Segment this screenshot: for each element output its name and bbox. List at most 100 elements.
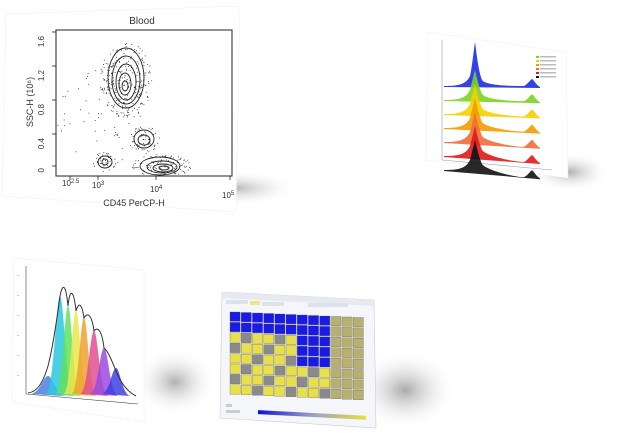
plate-well[interactable] bbox=[252, 344, 263, 354]
plate-well[interactable] bbox=[341, 337, 353, 348]
plate-well[interactable] bbox=[263, 365, 274, 376]
plate-well[interactable] bbox=[319, 326, 330, 336]
plate-well[interactable] bbox=[263, 375, 274, 386]
plate-well[interactable] bbox=[297, 377, 308, 387]
plate-well[interactable] bbox=[341, 327, 353, 337]
plate-well[interactable] bbox=[252, 364, 263, 375]
plate-well[interactable] bbox=[341, 379, 353, 389]
plate-well[interactable] bbox=[341, 358, 353, 369]
plate-well[interactable] bbox=[308, 367, 319, 378]
plate-well[interactable] bbox=[297, 366, 308, 377]
plate-well[interactable] bbox=[241, 364, 252, 375]
plate-well[interactable] bbox=[229, 322, 241, 332]
plate-well[interactable] bbox=[353, 338, 364, 348]
plate-well[interactable] bbox=[263, 334, 274, 344]
plate-well[interactable] bbox=[241, 312, 252, 323]
plate-well[interactable] bbox=[330, 378, 342, 389]
plate-well[interactable] bbox=[319, 388, 330, 399]
plate-well[interactable] bbox=[319, 347, 330, 357]
plate-well[interactable] bbox=[308, 336, 319, 346]
plate-well[interactable] bbox=[274, 386, 286, 397]
plate-well[interactable] bbox=[308, 388, 319, 398]
plate-well[interactable] bbox=[308, 325, 319, 336]
plate-well[interactable] bbox=[285, 387, 297, 397]
plate-well[interactable] bbox=[241, 333, 252, 343]
plate-well[interactable] bbox=[229, 343, 241, 353]
plate-well[interactable] bbox=[274, 376, 286, 386]
plate-well[interactable] bbox=[319, 367, 330, 378]
plate-well[interactable] bbox=[353, 358, 364, 369]
plate-well[interactable] bbox=[229, 374, 241, 384]
plate-well[interactable] bbox=[297, 335, 308, 346]
plate-well[interactable] bbox=[252, 312, 263, 323]
plate-well[interactable] bbox=[353, 327, 364, 338]
plate-well[interactable] bbox=[274, 324, 286, 334]
plate-well[interactable] bbox=[330, 368, 342, 379]
plate-well[interactable] bbox=[353, 390, 364, 400]
plate-well[interactable] bbox=[241, 343, 252, 354]
plate-well[interactable] bbox=[241, 374, 252, 385]
plate-well[interactable] bbox=[353, 379, 364, 390]
plate-well[interactable] bbox=[330, 357, 342, 368]
cell-cycle-card[interactable]: – – – – – – bbox=[8, 256, 148, 424]
histogram-overlay-card[interactable] bbox=[424, 30, 569, 180]
plate-well[interactable] bbox=[330, 347, 342, 358]
plate-well[interactable] bbox=[319, 357, 330, 368]
plate-well[interactable] bbox=[263, 313, 274, 324]
plate-well[interactable] bbox=[353, 317, 364, 328]
plate-well[interactable] bbox=[308, 377, 319, 388]
plate-well[interactable] bbox=[319, 336, 330, 347]
plate-well[interactable] bbox=[252, 333, 263, 344]
plate-well[interactable] bbox=[297, 325, 308, 335]
plate-well[interactable] bbox=[353, 369, 364, 380]
plate-well[interactable] bbox=[308, 346, 319, 357]
plate-well[interactable] bbox=[229, 332, 241, 343]
plate-well[interactable] bbox=[285, 355, 297, 366]
plate-well[interactable] bbox=[285, 366, 297, 377]
plate-well[interactable] bbox=[274, 334, 286, 345]
plate-well[interactable] bbox=[330, 326, 342, 337]
plate-well[interactable] bbox=[341, 316, 353, 327]
plate-well[interactable] bbox=[252, 323, 263, 333]
plate-well[interactable] bbox=[241, 385, 252, 395]
plate-well[interactable] bbox=[341, 389, 353, 400]
plate-well[interactable] bbox=[297, 346, 308, 356]
plate-well[interactable] bbox=[252, 375, 263, 385]
plate-well[interactable] bbox=[274, 365, 286, 376]
plate-well[interactable] bbox=[319, 378, 330, 388]
plate-well[interactable] bbox=[297, 387, 308, 398]
plate-well[interactable] bbox=[274, 313, 286, 324]
plate-well[interactable] bbox=[319, 315, 330, 326]
plate-well[interactable] bbox=[285, 345, 297, 356]
plate-well[interactable] bbox=[229, 363, 241, 374]
plate-well[interactable] bbox=[285, 314, 297, 325]
plate-well[interactable] bbox=[285, 376, 297, 387]
plate-well[interactable] bbox=[297, 356, 308, 367]
plate-well[interactable] bbox=[285, 335, 297, 345]
plate-well[interactable] bbox=[341, 348, 353, 358]
plate-well[interactable] bbox=[341, 368, 353, 379]
plate-well[interactable] bbox=[241, 322, 252, 333]
plate-well[interactable] bbox=[263, 386, 274, 396]
plate-window-card[interactable] bbox=[218, 290, 380, 430]
plate-well[interactable] bbox=[263, 354, 274, 365]
contour-plot-card[interactable]: Blood 1.6 1.2 0.8 0.4 0 SSC-H (10⁶) 102.… bbox=[0, 0, 250, 213]
plate-well[interactable] bbox=[274, 345, 286, 355]
plate-well[interactable] bbox=[297, 314, 308, 325]
plate-well[interactable] bbox=[252, 385, 263, 396]
plate-well[interactable] bbox=[263, 323, 274, 334]
plate-well[interactable] bbox=[229, 353, 241, 364]
plate-well[interactable] bbox=[353, 348, 364, 359]
plate-well[interactable] bbox=[274, 355, 286, 366]
plate-well[interactable] bbox=[308, 356, 319, 367]
plate-well[interactable] bbox=[252, 354, 263, 365]
plate-well[interactable] bbox=[285, 324, 297, 335]
plate-well[interactable] bbox=[330, 337, 342, 347]
plate-well[interactable] bbox=[308, 315, 319, 326]
plate-well[interactable] bbox=[330, 316, 342, 327]
plate-well[interactable] bbox=[241, 353, 252, 364]
plate-well[interactable] bbox=[229, 384, 241, 395]
plate-well[interactable] bbox=[263, 344, 274, 355]
plate-well[interactable] bbox=[330, 389, 342, 399]
plate-well[interactable] bbox=[229, 311, 241, 322]
